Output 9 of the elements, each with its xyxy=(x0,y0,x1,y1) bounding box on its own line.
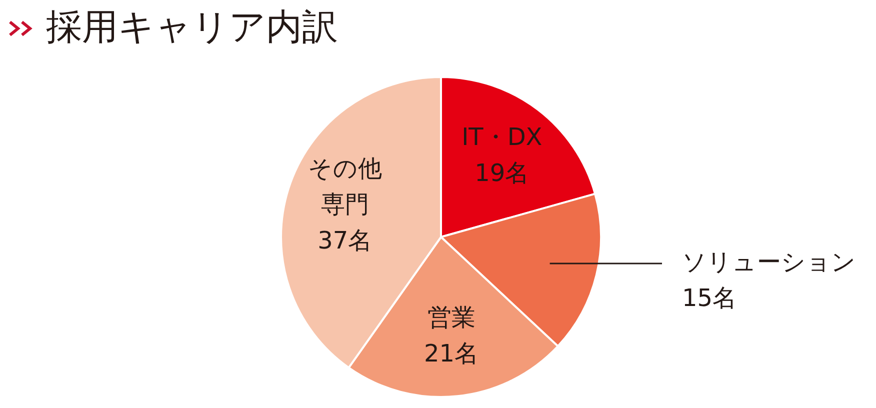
chart-title: 採用キャリア内訳 xyxy=(46,6,338,50)
data-label: 37名 xyxy=(318,226,372,255)
slice-label: ソリューション xyxy=(682,248,856,276)
slice-label: 営業 xyxy=(427,304,476,332)
slice-label: IT・DX xyxy=(462,122,542,151)
data-label: 19名 xyxy=(474,158,530,187)
slice-label: その他専門 xyxy=(308,154,382,219)
data-label: 21名 xyxy=(424,340,479,368)
data-label: 15名 xyxy=(682,284,737,312)
